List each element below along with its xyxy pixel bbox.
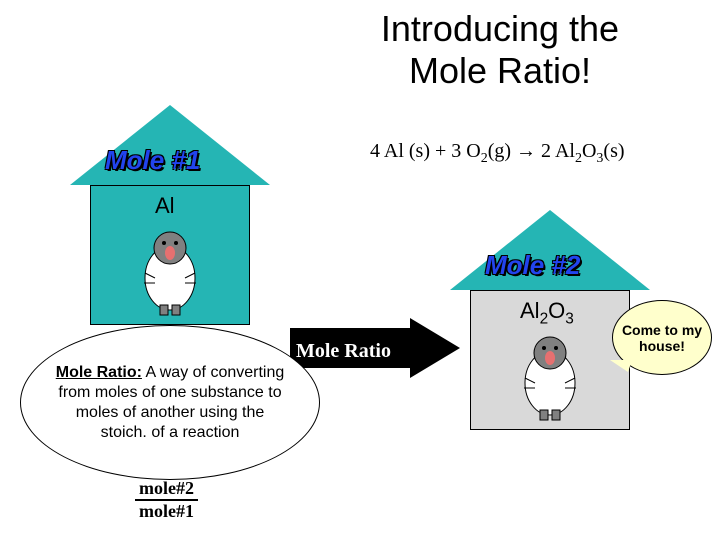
mole-character-icon <box>510 328 590 423</box>
page-title: Introducing the Mole Ratio! <box>300 8 700 92</box>
mole-2-banner: Mole #2 <box>485 250 580 281</box>
speech-text: Come to my house! <box>613 322 711 354</box>
fraction-denominator: mole#1 <box>135 501 198 522</box>
definition-title: Mole Ratio: <box>56 364 142 381</box>
arrow-label: Mole Ratio <box>296 340 391 363</box>
fraction-numerator: mole#2 <box>135 478 198 501</box>
speech-bubble-tail-icon <box>610 360 632 372</box>
title-line1: Introducing the <box>300 8 700 50</box>
mole-character-icon <box>130 223 210 318</box>
mole-1-banner: Mole #1 <box>105 145 200 176</box>
definition-text: Mole Ratio: A way of converting from mol… <box>51 363 289 443</box>
house-mole-1: Mole #1 Al <box>70 105 270 325</box>
house2-label: Al2O3 <box>520 298 574 328</box>
chemical-equation: 4 Al (s) + 3 O2(g) → 2 Al2O3(s) <box>370 140 625 167</box>
house1-label: Al <box>155 193 175 219</box>
title-line2: Mole Ratio! <box>300 50 700 92</box>
mole-ratio-fraction: mole#2 mole#1 <box>135 478 198 522</box>
mole-ratio-definition: Mole Ratio: A way of converting from mol… <box>20 325 320 480</box>
